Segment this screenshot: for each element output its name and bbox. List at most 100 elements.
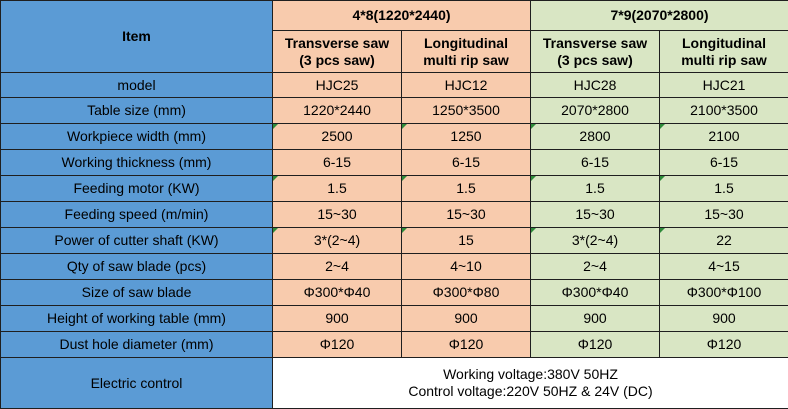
cell-marker-icon <box>660 176 665 181</box>
row-label: Size of saw blade <box>0 279 273 306</box>
table-cell: Φ300*Φ40 <box>272 279 402 306</box>
cell-value: 2500 <box>321 128 353 144</box>
column-header-line2: (3 pcs saw) <box>557 51 633 68</box>
table-cell: Φ120 <box>272 331 402 358</box>
column-header-line1: Transverse saw <box>542 34 648 51</box>
table-cell: 2800 <box>530 123 660 150</box>
table-row-cutter-shaft-power: Power of cutter shaft (KW) 3*(2~4) 15 3*… <box>0 227 788 254</box>
table-cell: 4~10 <box>401 253 531 280</box>
table-row-model: model HJC25 HJC12 HJC28 HJC21 <box>0 72 788 98</box>
cell-marker-icon <box>531 228 536 233</box>
table-cell: 2070*2800 <box>530 97 660 124</box>
column-header-line1: Longitudinal <box>424 34 508 51</box>
table-cell: HJC25 <box>272 72 402 98</box>
row-label: Qty of saw blade (pcs) <box>0 253 273 280</box>
cell-marker-icon <box>273 228 278 233</box>
table-cell: HJC12 <box>401 72 531 98</box>
cell-marker-icon <box>660 228 665 233</box>
table-cell: HJC28 <box>530 72 660 98</box>
cell-value: 1.5 <box>327 180 347 196</box>
row-label: model <box>0 72 273 98</box>
table-cell: Φ300*Φ80 <box>401 279 531 306</box>
table-cell: 3*(2~4) <box>530 227 660 254</box>
cell-marker-icon <box>531 124 536 129</box>
cell-marker-icon <box>531 176 536 181</box>
table-row-electric-control: Electric control Working voltage:380V 50… <box>0 357 788 409</box>
column-header-line1: Longitudinal <box>682 34 766 51</box>
item-header: Item <box>0 0 273 73</box>
working-voltage: Working voltage:380V 50HZ <box>443 366 618 382</box>
table-cell: 900 <box>401 305 531 332</box>
table-row-dust-hole-diameter: Dust hole diameter (mm) Φ120 Φ120 Φ120 Φ… <box>0 331 788 358</box>
table-row-working-table-height: Height of working table (mm) 900 900 900… <box>0 305 788 332</box>
table-cell: 2100 <box>659 123 788 150</box>
table-row-saw-blade-size: Size of saw blade Φ300*Φ40 Φ300*Φ80 Φ300… <box>0 279 788 306</box>
column-header-line2: multi rip saw <box>681 51 767 68</box>
table-cell: Φ120 <box>401 331 531 358</box>
cell-value: 15 <box>458 232 474 248</box>
table-cell: Φ120 <box>659 331 788 358</box>
cell-value: 1.5 <box>585 180 605 196</box>
cell-marker-icon <box>402 176 407 181</box>
table-cell: 3*(2~4) <box>272 227 402 254</box>
cell-marker-icon <box>273 124 278 129</box>
column-header-longitudinal-rip-saw: Longitudinal multi rip saw <box>659 30 788 73</box>
table-cell: 2500 <box>272 123 402 150</box>
table-cell: 900 <box>530 305 660 332</box>
row-label: Feeding speed (m/min) <box>0 201 273 228</box>
row-label: Power of cutter shaft (KW) <box>0 227 273 254</box>
control-voltage: Control voltage:220V 50HZ & 24V (DC) <box>408 383 653 399</box>
cell-value: 22 <box>716 232 732 248</box>
group-header-4x8: 4*8(1220*2440) <box>272 0 531 31</box>
table-cell: 6-15 <box>659 149 788 176</box>
table-cell: 15~30 <box>530 201 660 228</box>
table-cell: Φ300*Φ100 <box>659 279 788 306</box>
header-row-columns: Transverse saw (3 pcs saw) Longitudinal … <box>1 30 788 73</box>
column-header-line2: (3 pcs saw) <box>299 51 375 68</box>
table-cell: 1250*3500 <box>401 97 531 124</box>
column-header-line2: multi rip saw <box>423 51 509 68</box>
table-cell: Φ120 <box>530 331 660 358</box>
cell-value: 1.5 <box>456 180 476 196</box>
table-cell: 6-15 <box>530 149 660 176</box>
table-row-working-thickness: Working thickness (mm) 6-15 6-15 6-15 6-… <box>0 149 788 176</box>
table-cell: 15~30 <box>272 201 402 228</box>
cell-marker-icon <box>402 124 407 129</box>
table-cell: 15~30 <box>401 201 531 228</box>
table-cell: 1.5 <box>530 175 660 202</box>
table-cell: 22 <box>659 227 788 254</box>
table-cell: 15 <box>401 227 531 254</box>
cell-marker-icon <box>402 228 407 233</box>
table-cell: HJC21 <box>659 72 788 98</box>
cell-value: 2100 <box>708 128 740 144</box>
cell-marker-icon <box>660 124 665 129</box>
cell-value: 2800 <box>579 128 611 144</box>
row-label: Working thickness (mm) <box>0 149 273 176</box>
cell-value: 1250 <box>450 128 482 144</box>
column-header-longitudinal-rip-saw: Longitudinal multi rip saw <box>401 30 531 73</box>
column-header-line1: Transverse saw <box>284 34 390 51</box>
table-cell: 2~4 <box>272 253 402 280</box>
table-row-saw-blade-qty: Qty of saw blade (pcs) 2~4 4~10 2~4 4~15 <box>0 253 788 280</box>
column-header-transverse-saw: Transverse saw (3 pcs saw) <box>272 30 402 73</box>
table-cell: 4~15 <box>659 253 788 280</box>
electric-control-cell: Working voltage:380V 50HZ Control voltag… <box>272 357 788 409</box>
cell-value: 3*(2~4) <box>571 232 619 248</box>
header-row-groups: Item 4*8(1220*2440) 7*9(2070*2800) <box>0 0 788 73</box>
table-cell: 1.5 <box>272 175 402 202</box>
table-cell: 1.5 <box>659 175 788 202</box>
row-label: Electric control <box>0 357 273 409</box>
table-cell: 6-15 <box>272 149 402 176</box>
group-header-7x9: 7*9(2070*2800) <box>530 0 788 31</box>
table-cell: 2~4 <box>530 253 660 280</box>
table-row-table-size: Table size (mm) 1220*2440 1250*3500 2070… <box>0 97 788 124</box>
table-cell: 900 <box>272 305 402 332</box>
row-label: Feeding motor (KW) <box>0 175 273 202</box>
cell-marker-icon <box>273 176 278 181</box>
table-cell: 2100*3500 <box>659 97 788 124</box>
table-cell: 6-15 <box>401 149 531 176</box>
table-row-workpiece-width: Workpiece width (mm) 2500 1250 2800 2100 <box>0 123 788 150</box>
table-cell: 900 <box>659 305 788 332</box>
table-row-feeding-motor: Feeding motor (KW) 1.5 1.5 1.5 1.5 <box>0 175 788 202</box>
